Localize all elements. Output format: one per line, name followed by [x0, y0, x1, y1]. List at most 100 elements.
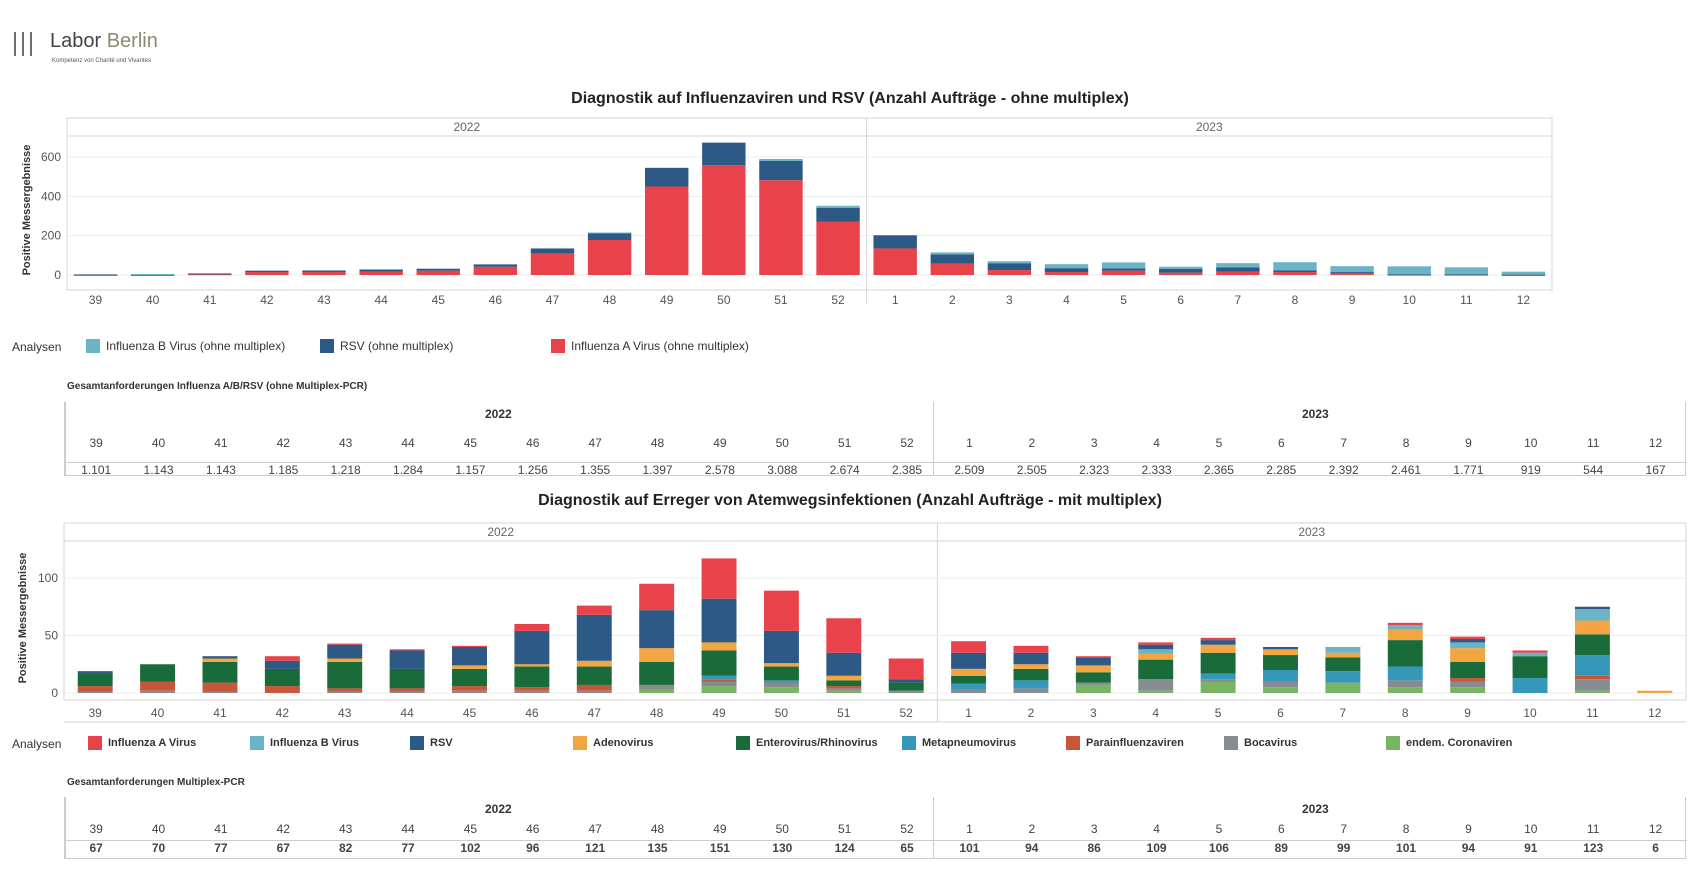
bar-segment[interactable]	[951, 683, 987, 690]
bar-segment[interactable]	[576, 605, 612, 615]
bar-segment[interactable]	[1044, 264, 1089, 269]
bar-segment[interactable]	[1138, 649, 1174, 654]
bar-segment[interactable]	[452, 686, 487, 691]
bar-segment[interactable]	[264, 668, 300, 687]
bar-segment[interactable]	[1444, 267, 1489, 275]
bar-segment[interactable]	[416, 268, 460, 271]
bar-segment[interactable]	[888, 679, 924, 683]
bar-segment[interactable]	[1444, 274, 1489, 276]
bar-segment[interactable]	[452, 690, 487, 693]
legend-item-influenza-b[interactable]: Influenza B Virus (ohne multiplex)	[86, 338, 285, 356]
bar-segment[interactable]	[1075, 682, 1111, 685]
bar-segment[interactable]	[1101, 262, 1146, 269]
legend-item-influenza-b[interactable]: Influenza B Virus	[250, 735, 359, 753]
bar-segment[interactable]	[763, 680, 799, 683]
bar-segment[interactable]	[951, 675, 987, 684]
bar-segment[interactable]	[530, 248, 575, 254]
bar-segment[interactable]	[327, 643, 363, 645]
bar-segment[interactable]	[1013, 688, 1049, 693]
bar-segment[interactable]	[1273, 270, 1317, 273]
bar-segment[interactable]	[1574, 634, 1610, 656]
bar-segment[interactable]	[873, 248, 917, 275]
bar-segment[interactable]	[1263, 687, 1298, 693]
bar-segment[interactable]	[763, 630, 799, 664]
bar-segment[interactable]	[514, 664, 550, 667]
bar-segment[interactable]	[702, 165, 746, 275]
bar-segment[interactable]	[701, 558, 737, 599]
bar-segment[interactable]	[1263, 655, 1298, 670]
bar-segment[interactable]	[888, 682, 924, 691]
bar-segment[interactable]	[514, 630, 550, 665]
bar-segment[interactable]	[576, 614, 612, 661]
bar-segment[interactable]	[1450, 638, 1486, 643]
bar-segment[interactable]	[202, 691, 238, 693]
bar-segment[interactable]	[389, 668, 425, 689]
bar-segment[interactable]	[359, 269, 403, 272]
legend-item-metapneumovirus[interactable]: Metapneumovirus	[902, 735, 1016, 753]
bar-segment[interactable]	[1013, 680, 1049, 689]
bar-segment[interactable]	[763, 663, 799, 667]
bar-segment[interactable]	[701, 650, 737, 676]
bar-segment[interactable]	[1574, 606, 1610, 610]
bar-segment[interactable]	[302, 272, 346, 275]
bar-segment[interactable]	[452, 647, 487, 666]
bar-segment[interactable]	[759, 158, 803, 161]
bar-segment[interactable]	[1450, 636, 1486, 639]
bar-segment[interactable]	[1330, 272, 1374, 274]
bar-segment[interactable]	[1138, 653, 1174, 660]
bar-segment[interactable]	[639, 583, 675, 611]
bar-segment[interactable]	[1200, 679, 1236, 682]
bar-segment[interactable]	[1325, 657, 1361, 672]
bar-segment[interactable]	[1450, 678, 1486, 682]
legend-item-rsv[interactable]: RSV (ohne multiplex)	[320, 338, 453, 356]
bar-segment[interactable]	[1574, 690, 1610, 693]
bar-segment[interactable]	[951, 668, 987, 676]
bar-segment[interactable]	[1013, 645, 1049, 653]
bar-segment[interactable]	[130, 274, 175, 276]
bar-segment[interactable]	[826, 690, 862, 693]
bar-segment[interactable]	[1387, 625, 1423, 630]
bar-segment[interactable]	[1387, 666, 1423, 681]
bar-segment[interactable]	[245, 270, 289, 273]
bar-segment[interactable]	[1387, 622, 1423, 626]
bar-segment[interactable]	[327, 661, 363, 689]
bar-segment[interactable]	[1512, 650, 1548, 653]
bar-segment[interactable]	[1200, 637, 1236, 641]
bar-segment[interactable]	[587, 233, 632, 240]
bar-segment[interactable]	[1325, 682, 1361, 693]
bar-segment[interactable]	[1387, 640, 1423, 667]
bar-segment[interactable]	[1263, 649, 1298, 656]
bar-segment[interactable]	[530, 253, 575, 275]
bar-segment[interactable]	[327, 688, 363, 692]
bar-segment[interactable]	[888, 690, 924, 693]
bar-segment[interactable]	[140, 681, 176, 691]
legend-item-adenovirus[interactable]: Adenovirus	[573, 735, 654, 753]
bar-segment[interactable]	[452, 665, 487, 669]
bar-segment[interactable]	[264, 656, 300, 661]
bar-segment[interactable]	[416, 270, 460, 275]
bar-segment[interactable]	[188, 274, 232, 276]
bar-segment[interactable]	[1075, 684, 1111, 693]
bar-segment[interactable]	[1101, 268, 1146, 271]
bar-segment[interactable]	[514, 624, 550, 631]
bar-segment[interactable]	[1138, 659, 1174, 680]
bar-segment[interactable]	[576, 660, 612, 667]
bar-segment[interactable]	[473, 264, 518, 267]
bar-segment[interactable]	[1387, 687, 1423, 693]
bar-segment[interactable]	[1263, 681, 1298, 688]
bar-segment[interactable]	[1574, 620, 1610, 635]
bar-segment[interactable]	[1263, 647, 1298, 650]
bar-segment[interactable]	[1325, 652, 1361, 658]
bar-segment[interactable]	[1263, 670, 1298, 682]
bar-segment[interactable]	[1512, 678, 1548, 693]
bar-segment[interactable]	[188, 273, 232, 275]
bar-segment[interactable]	[1512, 652, 1548, 657]
bar-segment[interactable]	[1574, 655, 1610, 676]
bar-segment[interactable]	[1216, 271, 1260, 275]
bar-segment[interactable]	[1450, 661, 1486, 679]
bar-segment[interactable]	[327, 644, 363, 659]
bar-segment[interactable]	[1075, 672, 1111, 683]
bar-segment[interactable]	[302, 270, 346, 273]
bar-segment[interactable]	[1044, 268, 1089, 273]
bar-segment[interactable]	[73, 274, 118, 276]
